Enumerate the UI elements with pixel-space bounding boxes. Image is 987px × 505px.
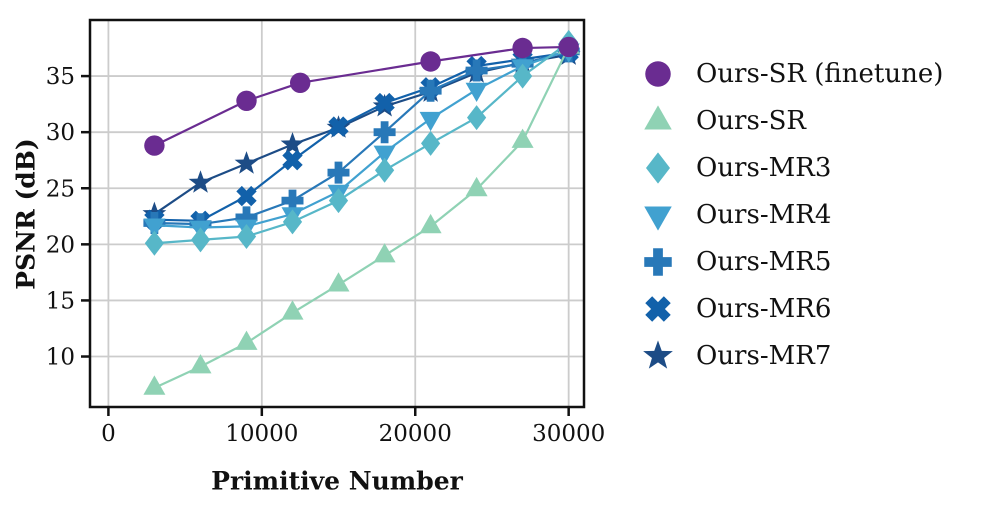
series-ours-sr-finetune — [144, 36, 579, 156]
circle-marker-icon — [512, 37, 533, 59]
plus-icon — [644, 247, 672, 276]
x-marker-icon — [236, 185, 257, 207]
legend-item-ours-sr: Ours-SR — [638, 97, 943, 144]
legend-label: Ours-MR3 — [696, 152, 832, 183]
circle-marker-icon — [558, 36, 579, 58]
triangle-up-marker-icon — [281, 300, 304, 320]
triangle-up-marker-icon — [143, 375, 166, 395]
x-tick-label: 20000 — [379, 421, 452, 447]
triangle-up-marker-icon — [511, 128, 534, 148]
triangle-up-marker-icon — [327, 272, 350, 292]
legend-item-ours-mr5: Ours-MR5 — [638, 238, 943, 285]
plus-marker-icon — [465, 59, 488, 82]
series-line-ours-mr3 — [154, 41, 570, 245]
y-tick-label: 30 — [46, 120, 75, 146]
x-marker-icon — [282, 150, 303, 171]
diamond-icon — [646, 151, 670, 184]
triangle-up-marker-icon — [189, 354, 212, 374]
x-tick-label: 30000 — [532, 421, 605, 447]
diamond-marker-icon — [328, 188, 349, 214]
circle-marker-icon — [144, 135, 165, 156]
legend: Ours-SR (finetune) Ours-SR Ours-MR3 Ours-MR… — [638, 50, 943, 379]
legend-label: Ours-SR (finetune) — [696, 58, 944, 89]
legend-label: Ours-MR5 — [696, 246, 832, 277]
triangle-up-marker-icon — [373, 243, 396, 263]
x-marker-icon — [374, 92, 395, 114]
diamond-marker-icon — [375, 157, 395, 183]
star-marker-icon — [643, 339, 673, 369]
y-tick-label: 35 — [46, 64, 75, 90]
triangle-down-marker-icon — [143, 218, 166, 238]
triangle-up-marker-icon — [644, 104, 672, 129]
x-marker-icon — [645, 295, 671, 322]
diamond-marker-icon — [421, 130, 441, 156]
plus-marker-icon — [419, 79, 442, 102]
diamond-marker-icon — [236, 224, 257, 249]
y-axis-label: PSNR (dB) — [11, 138, 41, 290]
y-tick-label: 15 — [46, 288, 75, 314]
diamond-marker-icon — [513, 63, 533, 89]
triangle-up-icon — [644, 104, 672, 129]
x-icon — [645, 295, 671, 322]
circle-marker-icon — [420, 51, 441, 72]
plus-marker-icon — [327, 161, 350, 184]
star-marker-icon — [280, 132, 305, 155]
series-line-ours-mr4 — [154, 49, 570, 229]
legend-item-ours-mr6: Ours-MR6 — [638, 285, 943, 332]
triangle-down-icon — [644, 206, 672, 231]
circle-marker-icon — [290, 72, 311, 93]
series-line-ours-mr6 — [154, 51, 569, 222]
diamond-marker-icon — [467, 105, 487, 131]
x-axis-label: Primitive Number — [211, 466, 463, 496]
legend-item-ours-mr3: Ours-MR3 — [638, 144, 943, 191]
legend-label: Ours-MR7 — [696, 340, 832, 371]
x-tick-label: 0 — [101, 421, 116, 447]
plus-marker-icon — [644, 247, 672, 276]
triangle-down-marker-icon — [419, 111, 442, 132]
circle-icon — [645, 60, 671, 87]
circle-marker-icon — [236, 90, 257, 111]
diamond-marker-icon — [646, 151, 670, 184]
psnr-chart: 0 10000 20000 30000 10 15 20 25 30 35 — [46, 18, 605, 447]
legend-item-ours-mr7: Ours-MR7 — [638, 332, 943, 379]
y-tick-label: 10 — [46, 345, 75, 371]
plot-border — [88, 18, 586, 409]
series-line-ours-mr7 — [153, 53, 569, 215]
legend-label: Ours-MR4 — [696, 199, 832, 230]
diamond-marker-icon — [190, 227, 211, 253]
series-line-ours-sr — [153, 46, 570, 389]
series-line-ours-mr5 — [154, 50, 569, 226]
legend-item-ours-sr-finetune: Ours-SR (finetune) — [638, 50, 943, 97]
star-marker-icon — [188, 170, 213, 193]
triangle-up-marker-icon — [419, 213, 442, 234]
legend-label: Ours-MR6 — [696, 293, 832, 324]
legend-label: Ours-SR — [696, 105, 807, 136]
triangle-up-marker-icon — [235, 330, 258, 350]
triangle-down-marker-icon — [465, 82, 488, 102]
plus-marker-icon — [235, 206, 258, 229]
diamond-marker-icon — [144, 230, 164, 256]
triangle-up-marker-icon — [465, 176, 488, 197]
circle-marker-icon — [645, 60, 671, 87]
x-tick-label: 10000 — [225, 421, 298, 447]
triangle-down-marker-icon — [644, 206, 672, 231]
triangle-down-marker-icon — [373, 145, 396, 165]
y-tick-label: 20 — [46, 232, 75, 258]
y-tick-label: 25 — [46, 176, 75, 202]
star-marker-icon — [234, 151, 259, 174]
diamond-marker-icon — [282, 209, 303, 235]
legend-item-ours-mr4: Ours-MR4 — [638, 191, 943, 238]
x-marker-icon — [328, 116, 349, 137]
plus-marker-icon — [281, 189, 304, 212]
star-icon — [643, 339, 673, 369]
plus-marker-icon — [373, 121, 396, 144]
